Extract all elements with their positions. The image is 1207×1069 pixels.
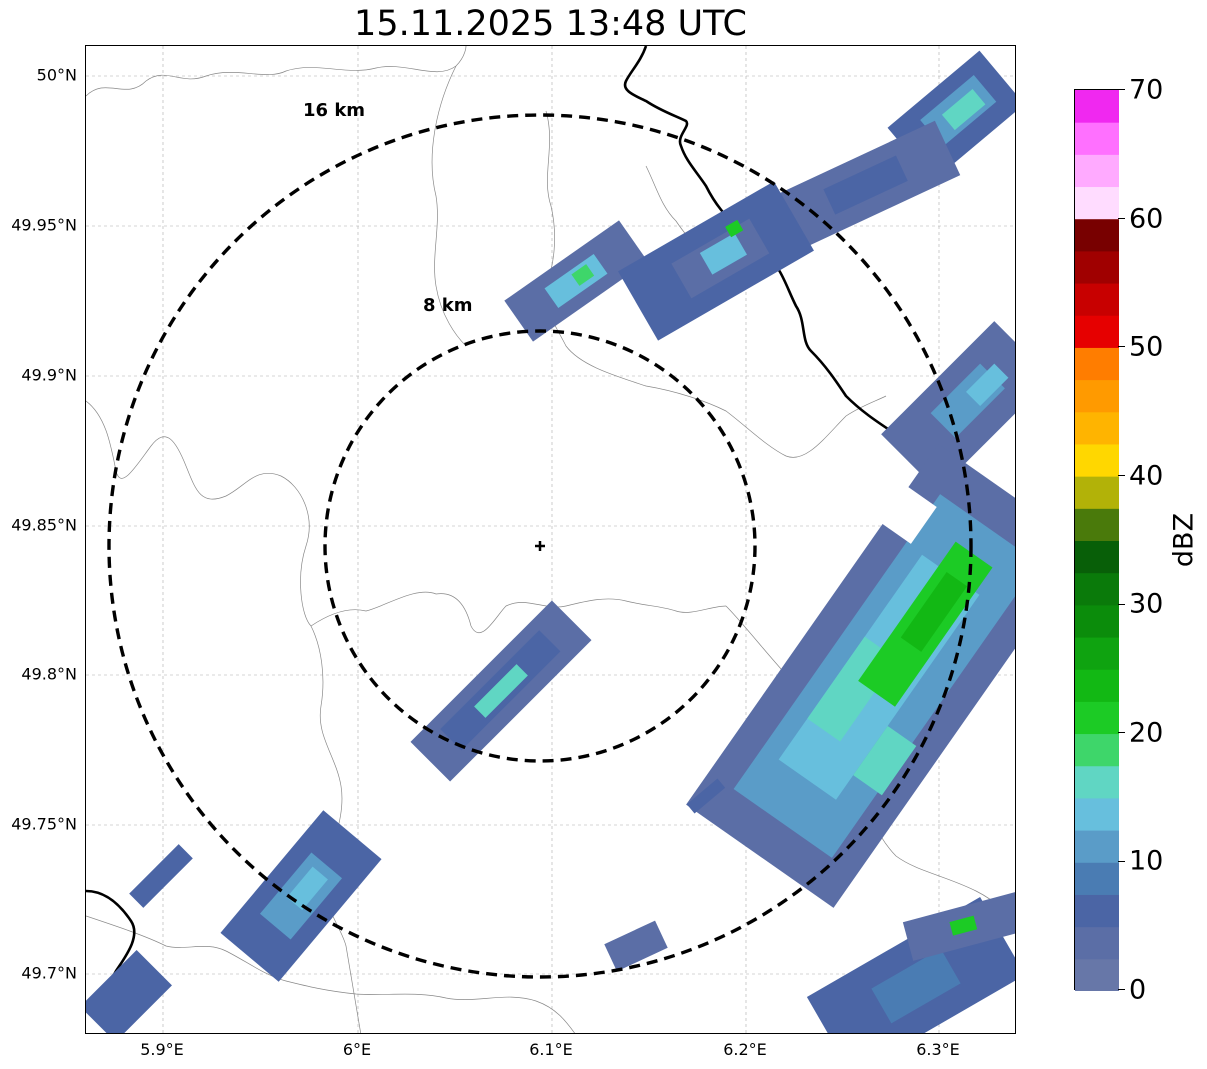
range-ring-8km bbox=[323, 329, 757, 763]
colorbar-segment bbox=[1075, 926, 1119, 960]
colorbar-segment bbox=[1075, 315, 1119, 348]
colorbar-tick-label: 70 bbox=[1129, 74, 1164, 106]
colorbar-tick bbox=[1118, 346, 1125, 347]
colorbar-segment bbox=[1075, 186, 1119, 220]
colorbar-title: dBZ bbox=[1168, 512, 1200, 568]
colorbar-segment bbox=[1075, 669, 1119, 702]
radar-map[interactable] bbox=[85, 45, 1016, 1034]
colorbar-tick-label: 30 bbox=[1129, 588, 1164, 620]
colorbar-segment bbox=[1075, 604, 1119, 638]
colorbar-segment bbox=[1075, 218, 1119, 252]
range-rings bbox=[107, 113, 973, 979]
lon-label: 6.1°E bbox=[529, 1040, 573, 1059]
colorbar-tick-label: 0 bbox=[1129, 974, 1147, 1006]
colorbar-segment bbox=[1075, 765, 1119, 799]
radar-echoes bbox=[86, 50, 1015, 1033]
colorbar-segment bbox=[1075, 379, 1119, 413]
colorbar bbox=[1074, 89, 1119, 991]
colorbar-segment bbox=[1075, 830, 1119, 863]
lat-label: 49.7°N bbox=[21, 963, 77, 983]
map-title: 15.11.2025 13:48 UTC bbox=[354, 4, 747, 44]
lat-label: 49.85°N bbox=[11, 515, 77, 535]
colorbar-tick bbox=[1118, 989, 1125, 990]
colorbar-tick-label: 40 bbox=[1129, 460, 1164, 492]
radar-site-marker bbox=[535, 541, 545, 551]
lon-label: 6°E bbox=[342, 1040, 372, 1059]
lon-label: 6.2°E bbox=[723, 1040, 767, 1059]
lon-label: 5.9°E bbox=[140, 1040, 184, 1059]
range-ring-label-16km: 16 km bbox=[303, 100, 366, 121]
colorbar-segment bbox=[1075, 90, 1119, 123]
colorbar-segment bbox=[1075, 540, 1119, 574]
colorbar-segment bbox=[1075, 637, 1119, 670]
lat-label: 49.75°N bbox=[11, 814, 77, 834]
colorbar-segment bbox=[1075, 250, 1119, 284]
colorbar-segment bbox=[1075, 958, 1119, 991]
colorbar-tick-label: 20 bbox=[1129, 717, 1164, 749]
colorbar-segment bbox=[1075, 347, 1119, 381]
colorbar-segment bbox=[1075, 894, 1119, 928]
radar-map-canvas bbox=[86, 46, 1015, 1033]
colorbar-segment bbox=[1075, 476, 1119, 509]
colorbar-tick-label: 50 bbox=[1129, 331, 1164, 363]
lon-label: 6.3°E bbox=[916, 1040, 960, 1059]
colorbar-tick bbox=[1118, 861, 1125, 862]
colorbar-segment bbox=[1075, 122, 1119, 155]
colorbar-segment bbox=[1075, 411, 1119, 445]
colorbar-tick-label: 60 bbox=[1129, 203, 1164, 235]
colorbar-segment bbox=[1075, 572, 1119, 606]
colorbar-segment bbox=[1075, 862, 1119, 895]
admin-borders bbox=[86, 46, 1015, 1033]
range-ring-16km bbox=[107, 113, 973, 979]
colorbar-segment bbox=[1075, 797, 1119, 831]
colorbar-tick bbox=[1118, 732, 1125, 733]
colorbar-segment bbox=[1075, 733, 1119, 767]
lat-label: 50°N bbox=[36, 65, 77, 85]
colorbar-segment bbox=[1075, 154, 1119, 188]
colorbar-segment bbox=[1075, 283, 1119, 316]
colorbar-gradient bbox=[1075, 90, 1119, 991]
colorbar-tick bbox=[1118, 218, 1125, 219]
colorbar-segment bbox=[1075, 701, 1119, 735]
colorbar-tick bbox=[1118, 89, 1125, 90]
colorbar-segment bbox=[1075, 508, 1119, 541]
lat-label: 49.9°N bbox=[21, 365, 77, 385]
colorbar-tick-label: 10 bbox=[1129, 845, 1164, 877]
colorbar-tick bbox=[1118, 475, 1125, 476]
lat-label: 49.8°N bbox=[21, 664, 77, 684]
range-ring-label-8km: 8 km bbox=[423, 295, 473, 316]
lat-label: 49.95°N bbox=[11, 215, 77, 235]
colorbar-tick bbox=[1118, 604, 1125, 605]
colorbar-segment bbox=[1075, 443, 1119, 477]
